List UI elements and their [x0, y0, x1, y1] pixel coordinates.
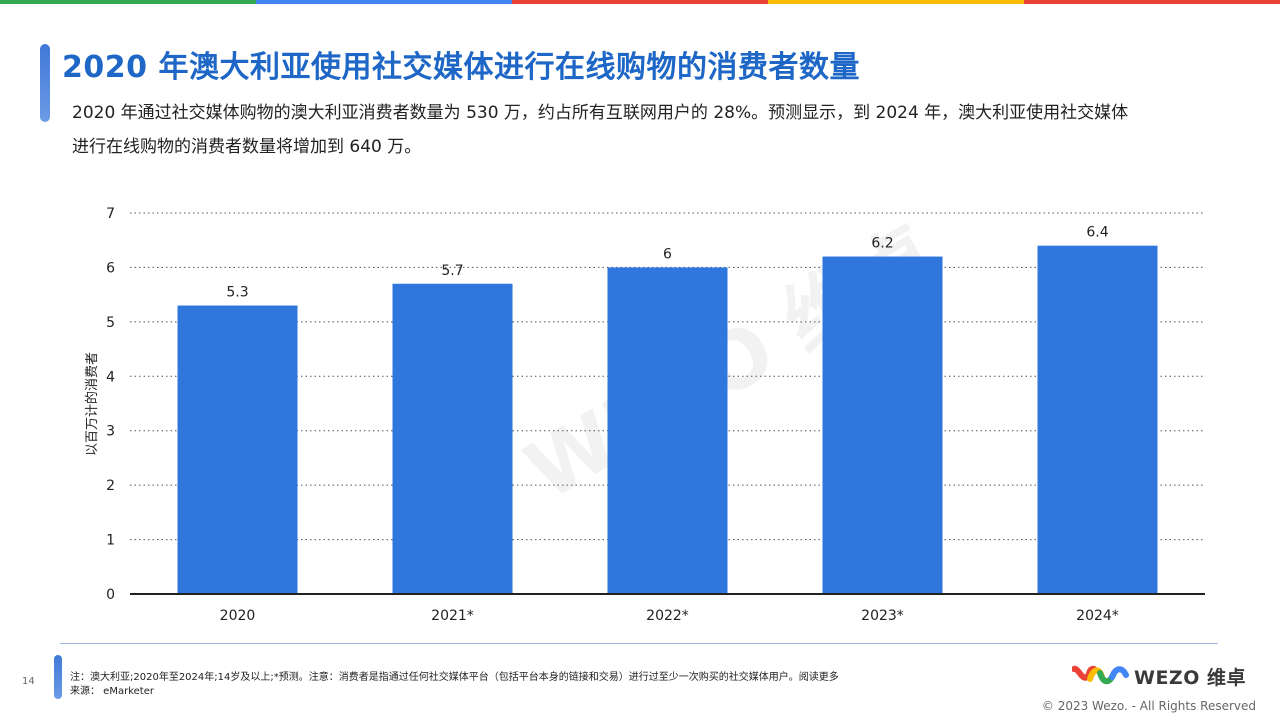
- top-bar-segment: [256, 0, 512, 4]
- title-accent-bar: [40, 44, 50, 122]
- logo-text: WEZO 维卓: [1134, 666, 1246, 689]
- y-tick-label: 4: [106, 369, 115, 385]
- bar-chart: 0 1 2 3 4 5 6 7 5.3 2020 5.7 2021* 6 2022* 6.2 2023* 6.4…: [84, 206, 1205, 624]
- wezo-logo: WEZO 维卓: [1072, 662, 1246, 690]
- x-tick-label: 2020: [220, 608, 256, 624]
- logo-icon: [1072, 665, 1129, 685]
- copyright: © 2023 Wezo. - All Rights Reserved: [1041, 699, 1256, 713]
- data-label: 6.2: [871, 236, 893, 252]
- top-bar-segment: [0, 0, 256, 4]
- y-tick-label: 2: [106, 478, 115, 494]
- y-tick-label: 3: [106, 424, 115, 440]
- bar: [177, 305, 298, 594]
- x-tick-label: 2022*: [646, 608, 689, 624]
- y-tick-label: 0: [106, 587, 115, 603]
- bar: [607, 267, 728, 594]
- footer-accent-bar: [54, 655, 62, 699]
- page-title: 2020 年澳大利亚使用社交媒体进行在线购物的消费者数量: [62, 50, 860, 85]
- page-subtitle: 2020 年通过社交媒体购物的澳大利亚消费者数量为 530 万，约占所有互联网用…: [72, 103, 1129, 157]
- bar: [1037, 245, 1158, 594]
- top-bar-segment: [512, 0, 768, 4]
- footer-source-line: 来源： eMarketer: [70, 686, 154, 697]
- footer-divider: [60, 643, 1218, 644]
- data-label: 5.7: [441, 263, 463, 279]
- top-bar-segment: [768, 0, 1024, 4]
- page-number: 14: [22, 676, 35, 687]
- y-tick-label: 6: [106, 260, 115, 276]
- top-color-bar: [0, 0, 1280, 4]
- data-label: 6.4: [1086, 225, 1108, 241]
- top-bar-segment: [1024, 0, 1280, 4]
- x-tick-label: 2024*: [1076, 608, 1119, 624]
- data-label: 5.3: [226, 285, 248, 301]
- x-tick-label: 2023*: [861, 608, 904, 624]
- y-tick-label: 5: [106, 315, 115, 331]
- data-label: 6: [663, 246, 672, 262]
- x-tick-label: 2021*: [431, 608, 474, 624]
- y-tick-label: 1: [106, 533, 115, 549]
- y-tick-label: 7: [106, 206, 115, 222]
- bar: [822, 256, 943, 594]
- footer-note-line: 注：澳大利亚;2020年至2024年;14岁及以上;*预测。注意：消费者是指通过…: [70, 672, 839, 683]
- footer-note: 注：澳大利亚;2020年至2024年;14岁及以上;*预测。注意：消费者是指通过…: [70, 671, 839, 699]
- bar: [392, 283, 513, 594]
- y-axis-label: 以百万计的消费者: [84, 352, 100, 456]
